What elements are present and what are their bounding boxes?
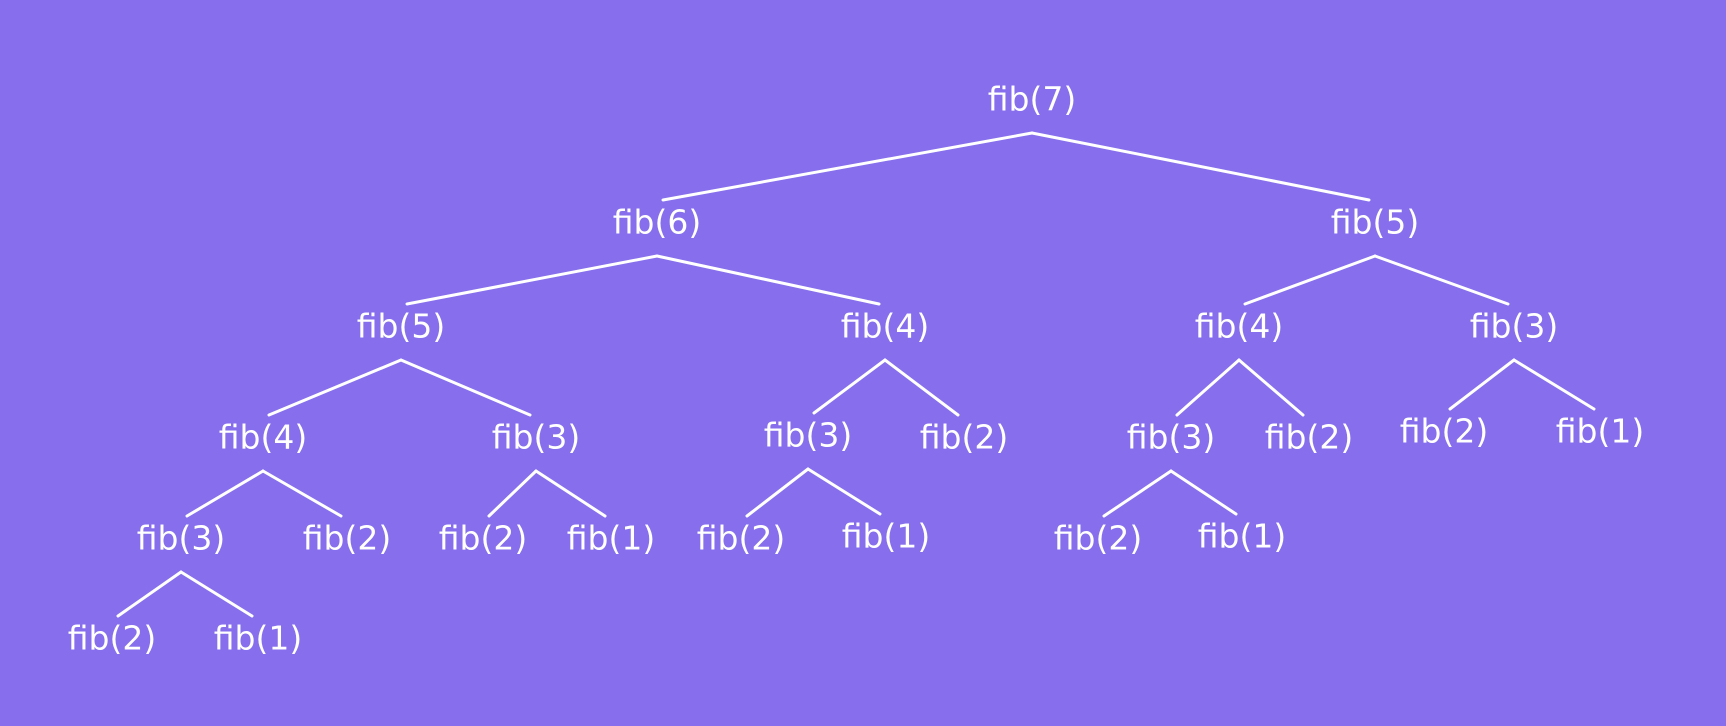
tree-node-label: fib(3) (137, 519, 225, 558)
tree-edge (1243, 254, 1377, 306)
tree-edge (1448, 358, 1516, 411)
tree-edge (806, 467, 882, 516)
tree-node-label: fib(2) (920, 418, 1008, 457)
tree-node-label: fib(3) (1127, 418, 1215, 457)
tree-edge (267, 358, 403, 417)
tree-node-label: fib(2) (1400, 412, 1488, 451)
tree-node-label: fib(1) (214, 619, 302, 658)
tree-node-label: fib(3) (1470, 307, 1558, 346)
tree-edge (812, 358, 887, 415)
tree-node-label: fib(4) (219, 418, 307, 457)
tree-node-label: fib(4) (841, 307, 929, 346)
tree-edge (1512, 358, 1596, 411)
tree-node-label: fib(2) (1054, 519, 1142, 558)
tree-node-label: fib(2) (303, 519, 391, 558)
tree-node-label: fib(1) (1198, 517, 1286, 556)
tree-node-label: fib(6) (613, 203, 701, 242)
tree-edge (745, 467, 810, 518)
tree-edge (261, 469, 343, 518)
tree-node-label: fib(3) (764, 416, 852, 455)
tree-node-label: fib(5) (357, 307, 445, 346)
tree-edge (1373, 254, 1510, 306)
tree-edge (1237, 358, 1305, 417)
tree-edge (116, 570, 183, 618)
tree-edge (534, 469, 607, 518)
tree-node-label: fib(1) (1556, 412, 1644, 451)
tree-edge (1169, 469, 1238, 516)
tree-nodes: fib(7) fib(6) fib(5) fib(4) fib(3) fib(2) fib(… (68, 80, 1644, 658)
tree-edge (655, 254, 881, 306)
tree-node-label: fib(1) (842, 517, 930, 556)
tree-edge (487, 469, 538, 518)
tree-edges (116, 131, 1596, 618)
tree-node-label: fib(2) (1265, 418, 1353, 457)
tree-edge (185, 469, 265, 518)
tree-edge (399, 358, 532, 417)
tree-edge (405, 254, 659, 306)
tree-edge (1175, 358, 1241, 417)
tree-edge (1030, 131, 1371, 202)
tree-edge (661, 131, 1034, 202)
tree-edge (1102, 469, 1173, 518)
tree-node-label: fib(3) (492, 418, 580, 457)
tree-node-label: fib(7) (988, 80, 1076, 119)
tree-node-label: fib(4) (1195, 307, 1283, 346)
tree-node-label: fib(2) (68, 619, 156, 658)
tree-edge (883, 358, 960, 417)
tree-edge (179, 570, 254, 618)
tree-node-label: fib(2) (439, 519, 527, 558)
tree-node-label: fib(1) (567, 519, 655, 558)
tree-node-label: fib(2) (697, 519, 785, 558)
tree-node-label: fib(5) (1331, 203, 1419, 242)
